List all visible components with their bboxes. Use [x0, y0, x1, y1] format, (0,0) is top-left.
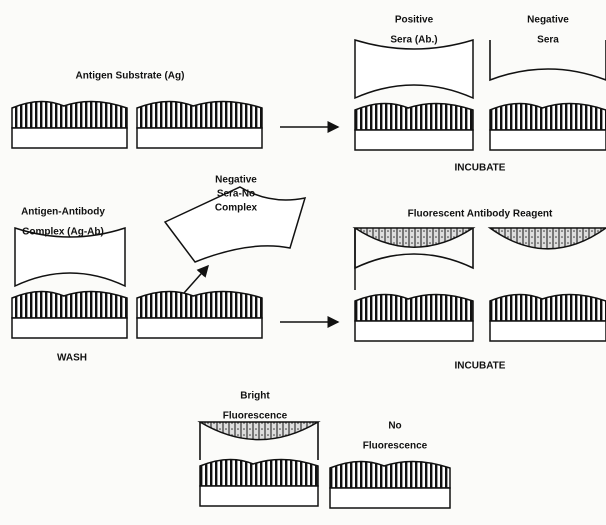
slide-base: [12, 128, 127, 148]
diagram: Antigen Substrate (Ag) Positive Sera (Ab.)…: [0, 0, 606, 525]
label: INCUBATE: [455, 163, 506, 174]
label: WASH: [57, 353, 87, 364]
label: Fluorescence: [223, 411, 288, 422]
label: Complex: [215, 203, 258, 214]
arrow: [184, 266, 208, 293]
label: INCUBATE: [455, 361, 506, 372]
slide-base: [137, 128, 262, 148]
slide-base: [355, 321, 473, 341]
label: Antigen-Antibody: [21, 207, 105, 218]
label: Positive: [395, 15, 434, 26]
antigen-layer: [200, 459, 318, 486]
label: Fluorescence: [363, 441, 428, 452]
slide-base: [200, 486, 318, 506]
antigen-layer: [490, 294, 606, 321]
slide-base: [355, 130, 473, 150]
reagent-drop: [490, 228, 606, 249]
label: Complex (Ag-Ab): [22, 227, 104, 238]
label: Fluorescent Antibody Reagent: [408, 209, 553, 220]
label: Negative: [215, 175, 257, 186]
antigen-layer: [12, 101, 127, 128]
antigen-layer: [355, 103, 473, 130]
label: Antigen Substrate (Ag): [76, 71, 185, 82]
antigen-layer: [137, 291, 262, 318]
label: Sera-No: [217, 189, 255, 200]
label: Sera: [537, 35, 559, 46]
label: Sera (Ab.): [390, 35, 437, 46]
antigen-layer: [355, 294, 473, 321]
sera-drop: [355, 40, 473, 98]
slide-base: [137, 318, 262, 338]
slide-base: [330, 488, 450, 508]
sera-drop: [490, 40, 606, 80]
antigen-layer: [137, 101, 262, 128]
label: No: [388, 421, 401, 432]
reagent-drop: [355, 228, 473, 247]
antigen-layer: [330, 461, 450, 488]
label: Negative: [527, 15, 569, 26]
antigen-layer: [490, 103, 606, 130]
slide-base: [490, 321, 606, 341]
slide-base: [490, 130, 606, 150]
antigen-layer: [12, 291, 127, 318]
reagent-drop: [200, 422, 318, 440]
label: Bright: [240, 391, 270, 402]
slide-base: [12, 318, 127, 338]
shapes: [12, 40, 606, 508]
